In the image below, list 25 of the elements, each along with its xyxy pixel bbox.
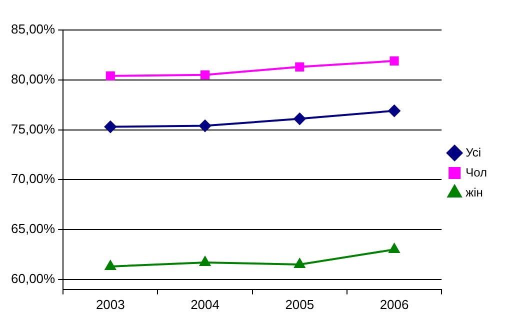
point: [105, 260, 116, 270]
point: [200, 256, 210, 266]
point: [388, 104, 400, 117]
y-tick-label: 85,00%: [10, 22, 56, 37]
legend-label: Чол: [466, 165, 488, 180]
legend-label: Усі: [466, 145, 482, 160]
y-tick-label: 70,00%: [10, 171, 56, 186]
point: [199, 120, 212, 132]
legend-label: жін: [466, 185, 483, 200]
y-tick-label: 65,00%: [10, 221, 56, 236]
y-tick-label: 60,00%: [10, 271, 56, 286]
y-tick-label: 80,00%: [10, 71, 56, 86]
point: [106, 71, 115, 80]
x-tick-label: 2005: [285, 296, 314, 312]
x-tick-label: 2006: [380, 296, 409, 312]
point: [295, 62, 304, 72]
point: [294, 112, 306, 125]
point: [200, 70, 210, 80]
point: [388, 243, 400, 253]
x-tick-label: 2004: [190, 296, 220, 312]
point: [294, 258, 305, 268]
x-tick-label: 2003: [96, 296, 125, 312]
point: [104, 120, 116, 133]
y-tick-label: 75,00%: [10, 121, 56, 136]
point: [390, 56, 399, 66]
